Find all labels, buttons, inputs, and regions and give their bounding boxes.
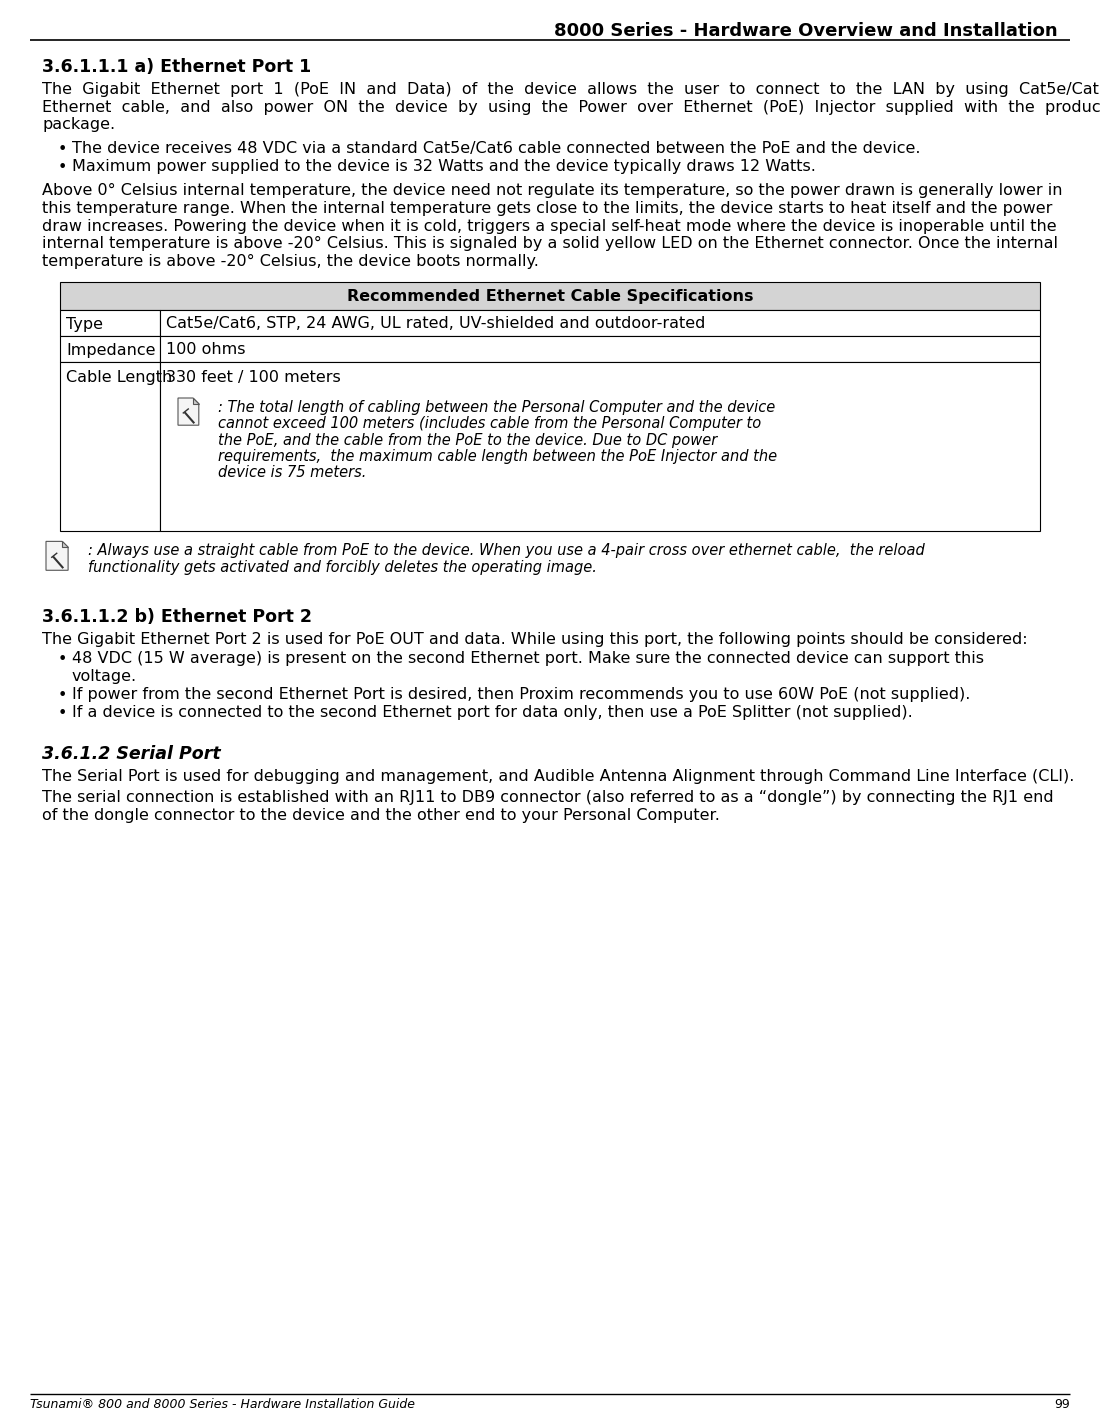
Bar (60, 282, 1040, 309)
Text: Recommended Ethernet Cable Specifications: Recommended Ethernet Cable Specification… (346, 289, 754, 305)
Text: If power from the second Ethernet Port is desired, then Proxim recommends you to: If power from the second Ethernet Port i… (72, 687, 970, 702)
Text: cannot exceed 100 meters (includes cable from the Personal Computer to: cannot exceed 100 meters (includes cable… (218, 416, 761, 431)
Text: The  Gigabit  Ethernet  port  1  (PoE  IN  and  Data)  of  the  device  allows  : The Gigabit Ethernet port 1 (PoE IN and … (42, 81, 1100, 97)
Text: •: • (58, 706, 67, 722)
Text: •: • (58, 689, 67, 703)
Text: If a device is connected to the second Ethernet port for data only, then use a P: If a device is connected to the second E… (72, 704, 913, 720)
Text: •: • (58, 143, 67, 157)
Text: •: • (58, 653, 67, 667)
Text: Above 0° Celsius internal temperature, the device need not regulate its temperat: Above 0° Celsius internal temperature, t… (42, 183, 1063, 198)
Text: temperature is above -20° Celsius, the device boots normally.: temperature is above -20° Celsius, the d… (42, 254, 539, 270)
Text: The serial connection is established with an RJ11 to DB9 connector (also referre: The serial connection is established wit… (42, 790, 1054, 806)
Polygon shape (46, 542, 68, 570)
Text: Tsunami® 800 and 8000 Series - Hardware Installation Guide: Tsunami® 800 and 8000 Series - Hardware … (30, 1397, 415, 1410)
Text: this temperature range. When the internal temperature gets close to the limits, : this temperature range. When the interna… (42, 201, 1053, 215)
Text: Cable Length: Cable Length (66, 369, 173, 385)
Text: : Always use a straight cable from PoE to the device. When you use a 4-pair cros: : Always use a straight cable from PoE t… (88, 543, 925, 559)
Text: requirements,  the maximum cable length between the PoE Injector and the: requirements, the maximum cable length b… (218, 449, 777, 463)
Text: the PoE, and the cable from the PoE to the device. Due to DC power: the PoE, and the cable from the PoE to t… (218, 432, 717, 448)
Text: The Gigabit Ethernet Port 2 is used for PoE OUT and data. While using this port,: The Gigabit Ethernet Port 2 is used for … (42, 632, 1027, 646)
Text: The device receives 48 VDC via a standard Cat5e/Cat6 cable connected between the: The device receives 48 VDC via a standar… (72, 141, 921, 157)
Bar (160, 337, 1040, 362)
Text: device is 75 meters.: device is 75 meters. (218, 465, 366, 481)
Bar (60, 337, 160, 362)
Bar (60, 309, 160, 337)
Text: Impedance: Impedance (66, 342, 155, 358)
Text: voltage.: voltage. (72, 669, 138, 684)
Text: functionality gets activated and forcibly deletes the operating image.: functionality gets activated and forcibl… (88, 559, 597, 575)
Text: 3.6.1.2 Serial Port: 3.6.1.2 Serial Port (42, 744, 221, 763)
Bar (160, 309, 1040, 337)
Text: internal temperature is above -20° Celsius. This is signaled by a solid yellow L: internal temperature is above -20° Celsi… (42, 237, 1058, 251)
Text: 48 VDC (15 W average) is present on the second Ethernet port. Make sure the conn: 48 VDC (15 W average) is present on the … (72, 652, 985, 666)
Polygon shape (178, 398, 199, 425)
Bar (60, 362, 160, 532)
Text: 99: 99 (1054, 1397, 1070, 1410)
Text: 330 feet / 100 meters: 330 feet / 100 meters (166, 369, 341, 385)
Text: Maximum power supplied to the device is 32 Watts and the device typically draws : Maximum power supplied to the device is … (72, 160, 816, 174)
Text: of the dongle connector to the device and the other end to your Personal Compute: of the dongle connector to the device an… (42, 809, 719, 823)
Text: •: • (58, 160, 67, 175)
Text: 8000 Series - Hardware Overview and Installation: 8000 Series - Hardware Overview and Inst… (554, 21, 1058, 40)
Text: Cat5e/Cat6, STP, 24 AWG, UL rated, UV-shielded and outdoor-rated: Cat5e/Cat6, STP, 24 AWG, UL rated, UV-sh… (166, 317, 705, 331)
Polygon shape (62, 542, 68, 548)
Text: draw increases. Powering the device when it is cold, triggers a special self-hea: draw increases. Powering the device when… (42, 218, 1057, 234)
Text: : The total length of cabling between the Personal Computer and the device: : The total length of cabling between th… (218, 401, 776, 415)
Text: 3.6.1.1.1 a) Ethernet Port 1: 3.6.1.1.1 a) Ethernet Port 1 (42, 58, 311, 76)
Text: The Serial Port is used for debugging and management, and Audible Antenna Alignm: The Serial Port is used for debugging an… (42, 769, 1075, 783)
Text: Ethernet  cable,  and  also  power  ON  the  device  by  using  the  Power  over: Ethernet cable, and also power ON the de… (42, 100, 1100, 114)
Text: 100 ohms: 100 ohms (166, 342, 245, 358)
Text: Type: Type (66, 317, 103, 331)
Bar (160, 362, 1040, 532)
Text: package.: package. (42, 117, 116, 133)
Polygon shape (192, 398, 199, 404)
Text: 3.6.1.1.2 b) Ethernet Port 2: 3.6.1.1.2 b) Ethernet Port 2 (42, 607, 312, 626)
